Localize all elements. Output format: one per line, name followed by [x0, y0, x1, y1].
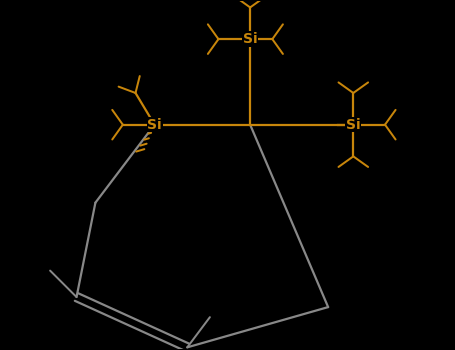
Text: Si: Si	[147, 118, 162, 132]
Text: Si: Si	[346, 118, 361, 132]
Text: Si: Si	[243, 32, 258, 46]
